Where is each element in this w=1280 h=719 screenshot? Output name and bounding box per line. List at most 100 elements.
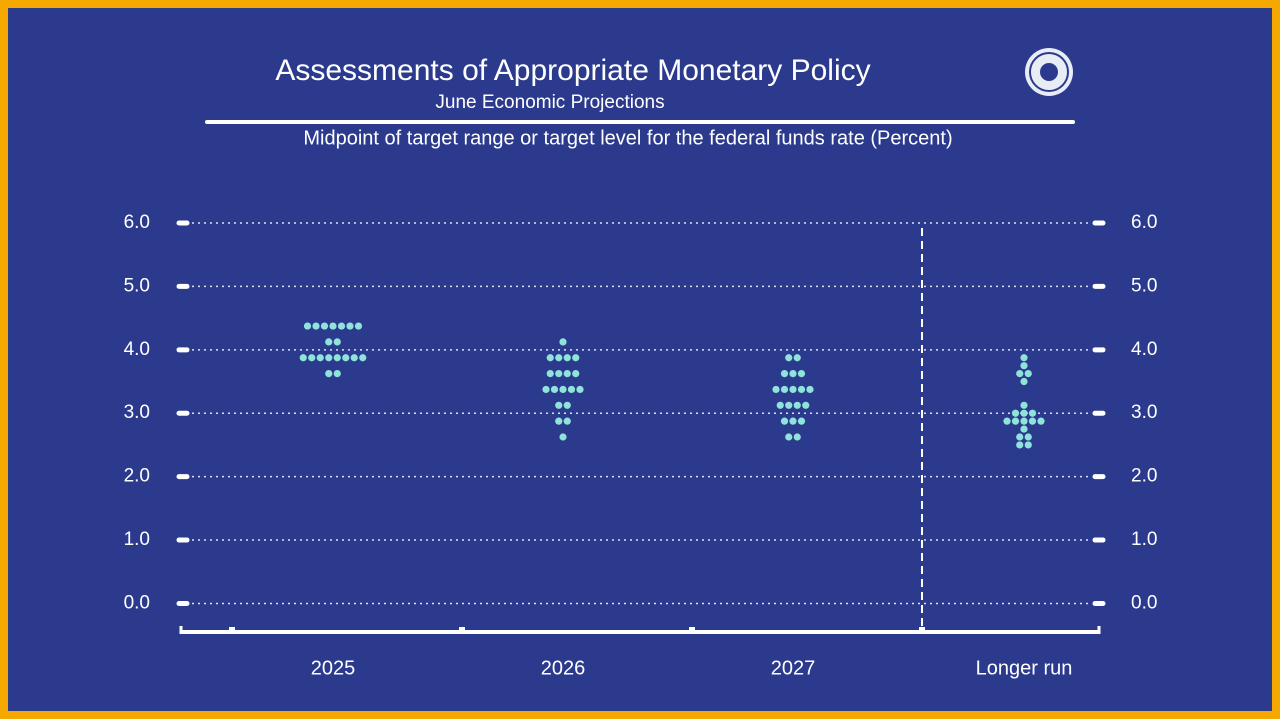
dot: [1028, 417, 1037, 425]
dot: [780, 417, 789, 425]
background: [8, 8, 1272, 711]
dot: [797, 417, 806, 425]
seal: [1025, 48, 1073, 96]
dot: [780, 370, 789, 378]
dot: [789, 370, 797, 378]
dot: [333, 370, 341, 378]
y-tick-label: 2.0: [124, 466, 150, 487]
dot: [785, 401, 793, 409]
dot: [329, 322, 337, 330]
dot: [342, 354, 350, 362]
dot: [555, 417, 563, 425]
dot: [1020, 362, 1028, 370]
dot: [772, 385, 780, 394]
dot: [354, 322, 363, 330]
x-tick-label: 2027: [771, 657, 816, 679]
dot: [325, 338, 333, 346]
x-tick-label: 2026: [541, 657, 586, 679]
dot: [559, 338, 567, 346]
dot: [1016, 433, 1024, 441]
dot: [308, 354, 316, 362]
dot: [797, 370, 806, 378]
dot: [299, 354, 307, 362]
dot: [325, 370, 333, 378]
dot: [1011, 417, 1020, 425]
dot: [776, 401, 784, 409]
y-tick-label: 4.0: [1131, 339, 1157, 360]
dot: [793, 354, 801, 362]
dot: [789, 385, 797, 394]
dot: [316, 354, 324, 362]
y-tick-label: 0.0: [1131, 592, 1157, 613]
y-tick-label: 4.0: [124, 339, 150, 360]
y-tick-label: 1.0: [1131, 529, 1157, 550]
y-tick-label: 2.0: [1131, 466, 1157, 487]
dot: [563, 354, 571, 362]
dot: [797, 385, 806, 394]
dot: [559, 385, 567, 394]
y-tick-label: 1.0: [124, 529, 150, 550]
dot: [563, 417, 571, 425]
dot: [789, 417, 797, 425]
x-tick: [919, 627, 925, 631]
dot: [1020, 425, 1028, 433]
dot: [563, 370, 571, 378]
y-tick-label: 5.0: [1131, 275, 1157, 296]
dot: [785, 354, 793, 362]
dot: [559, 433, 567, 441]
dot: [346, 322, 354, 330]
dot: [555, 370, 563, 378]
dot: [1016, 441, 1024, 449]
dot: [303, 322, 312, 330]
dot: [1024, 433, 1032, 441]
dot: [550, 385, 559, 394]
dot: [806, 385, 814, 394]
dot: [1020, 401, 1028, 409]
dot: [1020, 354, 1028, 362]
dot: [785, 433, 793, 441]
dot: [1024, 370, 1032, 378]
dot: [793, 401, 801, 409]
dot: [333, 338, 341, 346]
dot: [793, 433, 801, 441]
dot: [1037, 417, 1045, 425]
dot: [555, 354, 563, 362]
chart-title: Assessments of Appropriate Monetary Poli…: [275, 54, 870, 87]
dot: [563, 401, 571, 409]
y-tick-label: 6.0: [124, 212, 150, 233]
dot: [1020, 417, 1028, 425]
dot: [546, 370, 554, 378]
dot: [325, 354, 333, 362]
dot: [546, 354, 554, 362]
y-tick-label: 6.0: [1131, 212, 1157, 233]
y-tick-label: 0.0: [124, 592, 150, 613]
chart-subtitle: June Economic Projections: [435, 92, 664, 113]
dot: [1020, 409, 1028, 417]
dot: [1020, 377, 1028, 386]
x-tick: [459, 627, 465, 631]
dot: [802, 401, 810, 409]
dot: [1024, 441, 1032, 449]
x-tick-label: 2025: [311, 657, 356, 679]
dot: [350, 354, 358, 362]
dot: [572, 370, 580, 378]
dot: [567, 385, 576, 394]
dot: [555, 401, 563, 409]
dot: [312, 322, 320, 330]
dot: [333, 354, 341, 362]
dot: [542, 385, 550, 394]
y-tick-label: 3.0: [1131, 402, 1157, 423]
dot: [359, 354, 367, 362]
x-tick-label: Longer run: [976, 657, 1073, 679]
dot: [780, 385, 789, 394]
dot: [572, 354, 580, 362]
dot: [337, 322, 346, 330]
dot: [1016, 370, 1024, 378]
dot: [1003, 417, 1011, 425]
x-tick: [689, 627, 695, 631]
axis-title: Midpoint of target range or target level…: [303, 127, 952, 149]
y-tick-label: 3.0: [124, 402, 150, 423]
x-tick: [229, 627, 235, 631]
dot: [320, 322, 329, 330]
